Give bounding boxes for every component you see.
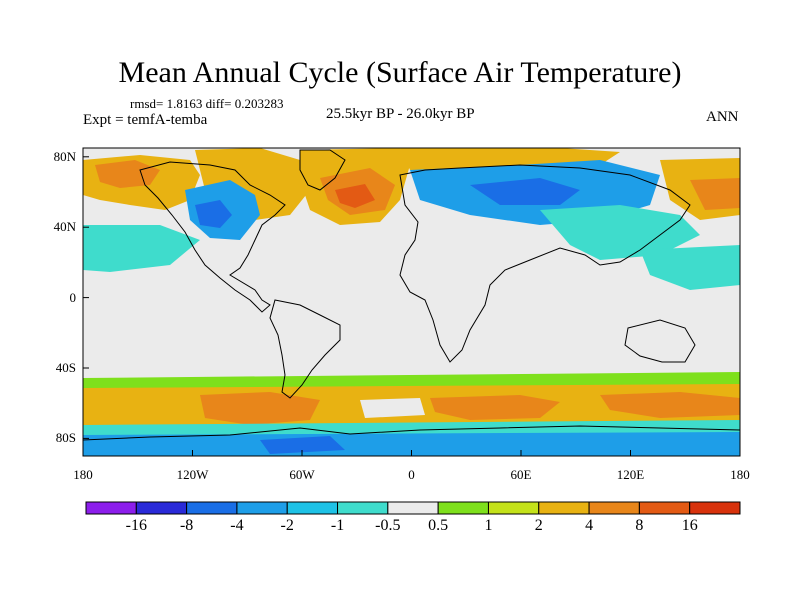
stats-label: rmsd= 1.8163 diff= 0.203283 xyxy=(130,96,284,111)
coast-north-america xyxy=(139,161,286,313)
axis-ticks xyxy=(82,156,741,456)
hottest-region-north-atlantic xyxy=(335,184,375,208)
colorbar-label: -1 xyxy=(330,517,345,534)
colorbar-label: 1 xyxy=(484,517,493,534)
longitude-label: 120E xyxy=(616,467,645,482)
longitude-label: 180 xyxy=(730,467,750,482)
strong-cool-region-eurasia xyxy=(470,178,580,205)
coast-australia xyxy=(624,319,696,363)
colorbar-label: -2 xyxy=(280,517,294,534)
colorbar-swatch xyxy=(286,501,339,515)
colorbar-swatch xyxy=(387,501,439,515)
map-title: Mean Annual Cycle (Surface Air Temperatu… xyxy=(118,56,682,89)
colorbar-label: 8 xyxy=(635,517,644,534)
light-cool-region-asia xyxy=(540,205,700,260)
period-label: 25.5kyr BP - 26.0kyr BP xyxy=(326,106,475,122)
coast-greenland xyxy=(299,149,346,191)
coast-eurasia-africa xyxy=(399,164,691,363)
longitude-label: 180 xyxy=(73,467,93,482)
cool-band-antarctic xyxy=(83,432,740,456)
colorbar-swatch xyxy=(437,501,489,515)
hot-region-north-west-pacific xyxy=(690,178,740,210)
latitude-label: 40S xyxy=(55,360,76,375)
strong-cool-region-antarctic xyxy=(260,436,345,454)
latitude-label: 0 xyxy=(69,289,77,305)
colorbar-label: 0.5 xyxy=(428,517,449,534)
longitude-label: 120W xyxy=(176,467,209,482)
colorbar-swatch xyxy=(186,501,238,515)
colorbar-label: -0.5 xyxy=(375,517,401,534)
colorbar xyxy=(85,501,741,515)
colorbar-swatch xyxy=(236,501,288,515)
colorbar-swatch xyxy=(337,501,389,515)
colorbar-swatch xyxy=(638,501,691,515)
colorbar-swatch xyxy=(487,501,540,515)
latitude-label: 80N xyxy=(53,148,76,164)
colorbar-label: 16 xyxy=(681,517,698,534)
season-label: ANN xyxy=(706,109,739,125)
longitude-label: 60E xyxy=(510,467,532,482)
colorbar-label: 4 xyxy=(585,517,594,534)
colorbar-swatch xyxy=(85,501,137,515)
light-cool-region-pacific-band xyxy=(83,225,200,272)
light-cool-region-west-pacific xyxy=(640,245,740,290)
coast-south-america xyxy=(269,299,341,399)
colorbar-label: 2 xyxy=(534,517,543,534)
longitude-label: 60W xyxy=(289,467,315,482)
hot-region-south-east xyxy=(600,392,740,418)
longitude-label: 0 xyxy=(408,467,415,482)
colorbar-swatch xyxy=(538,501,590,515)
strong-cool-region-north-america xyxy=(195,200,232,228)
experiment-label: Expt = temfA-temba xyxy=(83,112,208,128)
colorbar-swatch xyxy=(588,501,640,515)
hot-region-south-pacific xyxy=(200,392,320,425)
colorbar-swatch xyxy=(135,501,188,515)
neutral-patch-antarctic xyxy=(360,398,425,418)
hot-region-south-indian xyxy=(430,395,560,420)
latitude-label: 80S xyxy=(55,430,76,446)
map-field xyxy=(83,148,740,456)
coast-antarctica xyxy=(83,425,740,441)
colorbar-label: -4 xyxy=(230,517,244,534)
colorbar-label: -8 xyxy=(179,517,194,534)
latitude-label: 40N xyxy=(53,219,76,235)
coastlines xyxy=(83,149,740,441)
colorbar-swatch xyxy=(689,501,741,515)
colorbar-label: -16 xyxy=(125,517,147,534)
